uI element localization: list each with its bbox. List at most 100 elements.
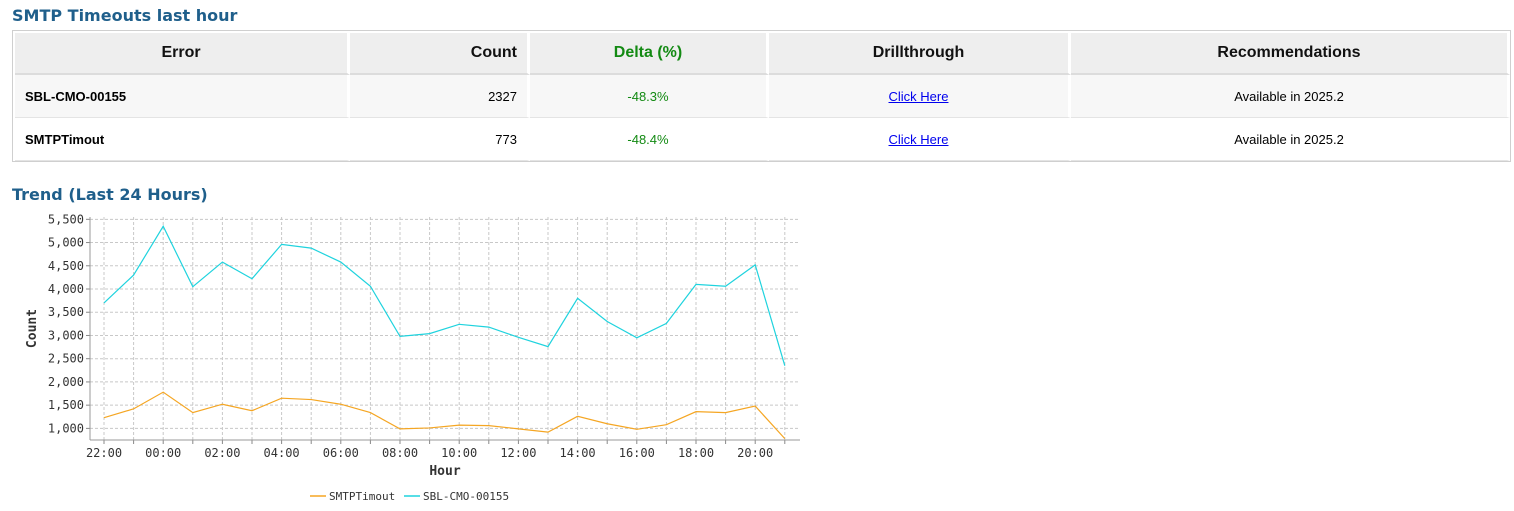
errors-table: Error Count Delta (%) Drillthrough Recom… — [15, 33, 1510, 161]
y-tick-label: 1,500 — [48, 398, 84, 412]
data-point — [398, 427, 402, 431]
series-line-smtptimout — [103, 391, 786, 440]
chart-series — [102, 224, 787, 441]
data-point — [309, 398, 313, 402]
y-tick-label: 4,000 — [48, 282, 84, 296]
data-point — [132, 273, 136, 277]
data-point — [605, 320, 609, 324]
data-point — [635, 336, 639, 340]
drillthrough-cell: Click Here — [769, 118, 1071, 161]
data-point — [724, 284, 728, 288]
data-point — [516, 335, 520, 339]
count-cell: 773 — [350, 118, 530, 161]
data-point — [220, 402, 224, 406]
data-point — [250, 409, 254, 413]
x-tick-label: 18:00 — [678, 446, 714, 460]
data-point — [546, 345, 550, 349]
data-point — [576, 414, 580, 418]
column-header-recommendations[interactable]: Recommendations — [1071, 33, 1510, 75]
drillthrough-cell: Click Here — [769, 75, 1071, 118]
x-tick-label: 16:00 — [619, 446, 655, 460]
x-axis-label: Hour — [429, 464, 460, 479]
data-point — [516, 427, 520, 431]
column-header-error[interactable]: Error — [15, 33, 350, 75]
data-point — [428, 332, 432, 336]
data-point — [339, 402, 343, 406]
y-axis-label: Count — [25, 309, 40, 348]
data-point — [753, 404, 757, 408]
column-header-count[interactable]: Count — [350, 33, 530, 75]
y-tick-label: 5,000 — [48, 236, 84, 250]
data-point — [191, 285, 195, 289]
data-point — [724, 411, 728, 415]
y-tick-label: 1,000 — [48, 421, 84, 435]
trend-chart: 1,000 1,500 2,000 2,500 3,000 3,500 4,000 4,500… — [25, 212, 800, 503]
chart-axes: 1,000 1,500 2,000 2,500 3,000 3,500 4,000 4,500… — [25, 212, 800, 479]
recommendation-cell: Available in 2025.2 — [1071, 118, 1510, 161]
data-point — [398, 334, 402, 338]
errors-table-container: Error Count Delta (%) Drillthrough Recom… — [12, 30, 1511, 162]
x-tick-label: 22:00 — [86, 446, 122, 460]
data-point — [457, 322, 461, 326]
drillthrough-link[interactable]: Click Here — [888, 131, 949, 147]
data-point — [368, 411, 372, 415]
data-point — [664, 423, 668, 427]
data-point — [280, 396, 284, 400]
data-point — [694, 282, 698, 286]
data-point — [132, 407, 136, 411]
x-tick-label: 06:00 — [323, 446, 359, 460]
column-header-drillthrough[interactable]: Drillthrough — [769, 33, 1071, 75]
legend-label: SMTPTimout — [329, 490, 395, 503]
recommendation-cell: Available in 2025.2 — [1071, 75, 1510, 118]
data-point — [605, 422, 609, 426]
data-point — [428, 426, 432, 430]
data-point — [576, 296, 580, 300]
y-tick-label: 2,000 — [48, 375, 84, 389]
data-point — [783, 437, 787, 441]
data-point — [191, 411, 195, 415]
legend-label: SBL-CMO-00155 — [423, 490, 509, 503]
page-title: SMTP Timeouts last hour — [12, 6, 238, 25]
data-point — [487, 325, 491, 329]
chart-legend: SMTPTimout SBL-CMO-00155 — [310, 490, 509, 503]
y-tick-label: 3,500 — [48, 305, 84, 319]
y-tick-label: 5,500 — [48, 212, 84, 226]
table-row: SMTPTimout 773 -48.4% Click Here Availab… — [15, 118, 1510, 161]
x-tick-label: 00:00 — [145, 446, 181, 460]
column-header-delta[interactable]: Delta (%) — [530, 33, 769, 75]
data-point — [457, 423, 461, 427]
data-point — [694, 410, 698, 414]
data-point — [102, 416, 106, 420]
table-row: SBL-CMO-00155 2327 -48.3% Click Here Ava… — [15, 75, 1510, 118]
count-cell: 2327 — [350, 75, 530, 118]
table-header-row: Error Count Delta (%) Drillthrough Recom… — [15, 33, 1510, 75]
y-tick-label: 4,500 — [48, 259, 84, 273]
data-point — [783, 364, 787, 368]
data-point — [280, 242, 284, 246]
error-cell: SMTPTimout — [15, 118, 350, 161]
data-point — [250, 277, 254, 281]
delta-cell: -48.3% — [530, 75, 769, 118]
data-point — [368, 284, 372, 288]
x-tick-label: 10:00 — [441, 446, 477, 460]
data-point — [161, 224, 165, 228]
data-point — [102, 301, 106, 305]
drillthrough-link[interactable]: Click Here — [888, 88, 949, 104]
data-point — [309, 246, 313, 250]
trend-title: Trend (Last 24 Hours) — [12, 185, 208, 204]
data-point — [546, 430, 550, 434]
chart-grid — [90, 217, 800, 440]
x-tick-label: 14:00 — [560, 446, 596, 460]
y-tick-label: 2,500 — [48, 352, 84, 366]
data-point — [635, 427, 639, 431]
x-tick-label: 02:00 — [204, 446, 240, 460]
x-tick-label: 12:00 — [500, 446, 536, 460]
data-point — [161, 390, 165, 394]
x-tick-label: 20:00 — [737, 446, 773, 460]
data-point — [664, 321, 668, 325]
y-tick-label: 3,000 — [48, 328, 84, 342]
delta-cell: -48.4% — [530, 118, 769, 161]
data-point — [753, 263, 757, 267]
error-cell: SBL-CMO-00155 — [15, 75, 350, 118]
data-point — [339, 260, 343, 264]
